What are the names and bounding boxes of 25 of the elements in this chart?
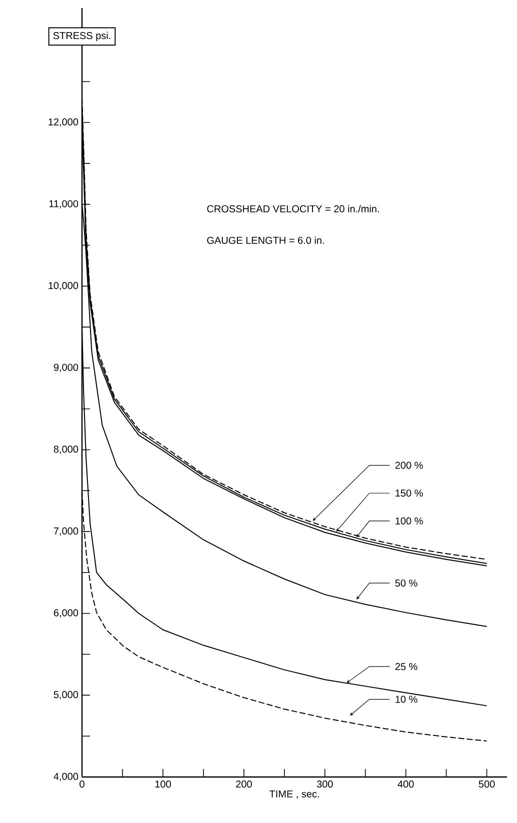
- x-tick-label: 100: [155, 780, 171, 788]
- annotation: 200 %: [395, 462, 423, 469]
- y-tick-label: 6,000: [54, 609, 78, 618]
- y-tick-label: 11,000: [49, 200, 78, 208]
- y-axis-title: STRESS psi.: [53, 32, 110, 42]
- y-tick-label: 4,000: [54, 772, 78, 782]
- x-tick-label: 0: [80, 780, 84, 788]
- x-tick-label: 400: [398, 780, 414, 788]
- annotation: 150 %: [396, 490, 423, 497]
- x-axis-title: TIME , sec.: [269, 790, 319, 799]
- y-tick-label: 8,000: [54, 446, 78, 454]
- x-tick-label: 500: [478, 780, 495, 788]
- y-tick-label: 10,000: [48, 282, 78, 290]
- x-tick-label: 200: [236, 780, 252, 788]
- y-tick-label: 12,000: [48, 118, 78, 127]
- annotation: 50 %: [395, 580, 418, 587]
- y-tick-label: 9,000: [54, 364, 78, 372]
- annotation: 10 %: [396, 696, 418, 703]
- annotation: 25 %: [395, 663, 418, 670]
- y-tick-label: 5,000: [54, 691, 78, 700]
- y-tick-label: 7,000: [54, 527, 78, 536]
- annotation: CROSSHEAD VELOCITY = 20 in./min.: [207, 205, 379, 212]
- annotation: GAUGE LENGTH = 6.0 in.: [207, 236, 324, 244]
- annotation: 100 %: [396, 517, 423, 524]
- x-tick-label: 300: [316, 780, 333, 788]
